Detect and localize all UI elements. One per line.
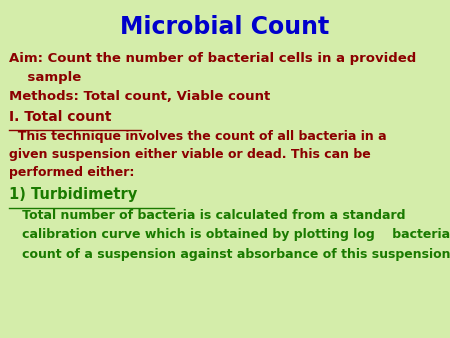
Text: This technique involves the count of all bacteria in a: This technique involves the count of all… xyxy=(9,130,387,143)
Text: performed either:: performed either: xyxy=(9,166,135,179)
Text: calibration curve which is obtained by plotting log    bacterial: calibration curve which is obtained by p… xyxy=(9,228,450,241)
Text: Total number of bacteria is calculated from a standard: Total number of bacteria is calculated f… xyxy=(9,209,405,221)
Text: Methods: Total count, Viable count: Methods: Total count, Viable count xyxy=(9,90,270,102)
Text: I. Total count: I. Total count xyxy=(9,110,112,124)
Text: sample: sample xyxy=(9,71,81,84)
Text: 1) Turbidimetry: 1) Turbidimetry xyxy=(9,187,137,201)
Text: given suspension either viable or dead. This can be: given suspension either viable or dead. … xyxy=(9,148,371,161)
Text: count of a suspension against absorbance of this suspension.: count of a suspension against absorbance… xyxy=(9,248,450,261)
Text: Aim: Count the number of bacterial cells in a provided: Aim: Count the number of bacterial cells… xyxy=(9,52,416,65)
Text: Microbial Count: Microbial Count xyxy=(121,15,329,39)
